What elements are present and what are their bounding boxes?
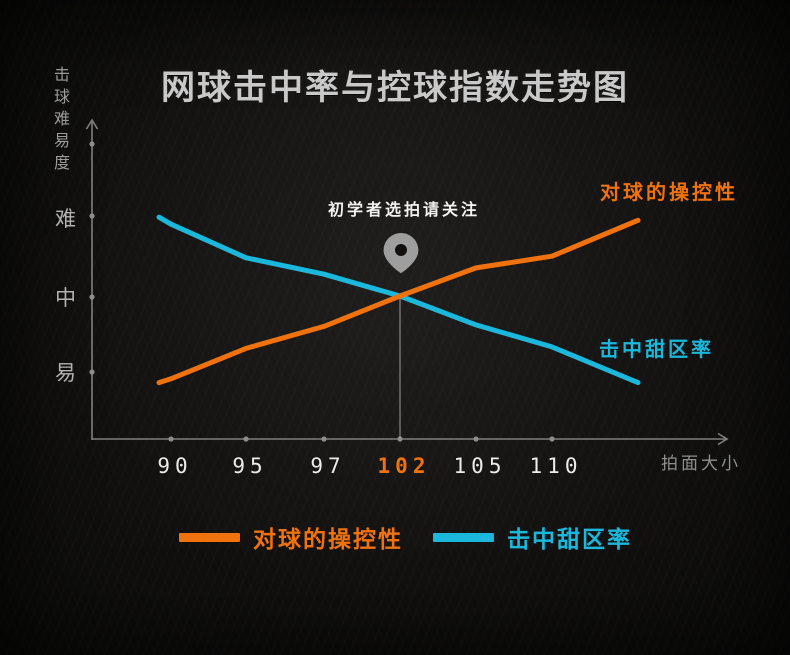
legend-label-control: 对球的操控性	[253, 526, 403, 552]
tick-dot	[397, 436, 403, 442]
x-tick-110: 110	[529, 454, 583, 478]
legend-item-control: 对球的操控性	[179, 520, 403, 554]
legend-item-sweet-spot: 击中甜区率	[433, 520, 632, 554]
arrow-up-icon	[85, 118, 99, 130]
y-axis-title: 击球难易度	[51, 66, 68, 176]
x-tick-102: 102	[377, 454, 431, 478]
legend: 对球的操控性 击中甜区率	[179, 520, 639, 554]
tick-dot	[243, 436, 249, 442]
legend-swatch-cyan	[433, 532, 494, 542]
x-tick-90: 90	[157, 454, 193, 478]
tick-dot	[89, 141, 95, 147]
x-axis-tick-dots	[168, 436, 555, 442]
series-label-control: 对球的操控性	[600, 182, 738, 204]
arrow-right-icon	[717, 432, 729, 446]
series-line-sweet-spot	[156, 214, 641, 386]
tick-dot	[89, 213, 95, 219]
y-axis-tick-dots	[89, 141, 95, 375]
tick-dot	[89, 369, 95, 375]
legend-swatch-orange	[179, 532, 240, 542]
x-tick-95: 95	[232, 454, 268, 478]
x-tick-105: 105	[453, 454, 507, 478]
series-label-sweet-spot: 击中甜区率	[599, 339, 714, 361]
tick-dot	[89, 294, 95, 300]
tick-dot	[549, 436, 555, 442]
y-tick-hard: 难	[55, 208, 77, 231]
tick-dot	[473, 436, 479, 442]
series-line-control	[156, 217, 641, 386]
y-tick-easy: 易	[55, 362, 77, 385]
page-title: 网球击中率与控球指数走势图	[161, 69, 629, 107]
location-pin-icon	[383, 232, 419, 274]
tick-dot	[321, 436, 327, 442]
tick-dot	[168, 436, 174, 442]
annotation-text: 初学者选拍请关注	[327, 202, 481, 219]
legend-label-sweet-spot: 击中甜区率	[507, 526, 632, 552]
x-tick-97: 97	[310, 454, 346, 478]
y-tick-medium: 中	[55, 287, 77, 310]
x-axis-title: 拍面大小	[661, 454, 741, 473]
